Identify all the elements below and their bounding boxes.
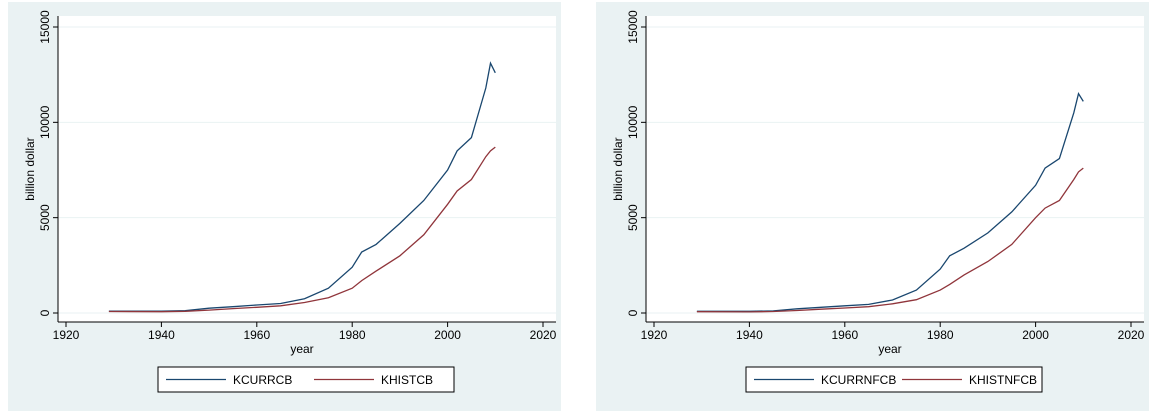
y-tick-label: 10000 (38, 105, 52, 139)
series-line (696, 167, 1084, 313)
x-axis-label: year (878, 342, 901, 356)
legend-label: KHISTCB (381, 373, 433, 387)
x-tick-label: 1980 (927, 328, 954, 342)
x-tick-label: 1940 (148, 328, 175, 342)
plot-area (646, 16, 1144, 322)
legend-label: KCURRNFCB (821, 373, 896, 387)
series-line (108, 146, 496, 313)
x-tick-label: 1980 (339, 328, 366, 342)
chart-panel: 0 5000 10000 15000 1920 1940 1960 1980 2000 2020 y… (596, 2, 1149, 411)
y-tick-label: 5000 (626, 204, 640, 231)
x-tick-label: 1940 (736, 328, 763, 342)
y-axis-label: billion dollar (23, 137, 37, 200)
series-line (696, 92, 1084, 312)
x-tick-label: 1920 (641, 328, 668, 342)
x-tick-label: 2020 (1118, 328, 1145, 342)
x-tick-label: 2000 (1022, 328, 1049, 342)
legend-box (745, 366, 1043, 393)
x-tick-label: 2020 (530, 328, 557, 342)
legend: KCURRCB KHISTCB (157, 366, 455, 393)
legend-label: KCURRCB (233, 373, 292, 387)
y-tick-label: 0 (626, 309, 640, 316)
y-tick-label: 15000 (38, 10, 52, 44)
x-tick-label: 1920 (53, 328, 80, 342)
legend-label: KHISTNFCB (969, 373, 1037, 387)
chart-panel: 0 5000 10000 15000 1920 1940 1960 1980 2000 2020 y… (8, 2, 561, 411)
legend: KCURRNFCB KHISTNFCB (745, 366, 1043, 393)
y-tick-label: 5000 (38, 204, 52, 231)
x-axis-label: year (290, 342, 313, 356)
y-axis-label: billion dollar (611, 137, 625, 200)
x-tick-label: 2000 (434, 328, 461, 342)
y-tick-label: 10000 (626, 105, 640, 139)
x-tick-label: 1960 (243, 328, 270, 342)
y-tick-label: 0 (38, 309, 52, 316)
series-line (108, 61, 496, 312)
plot-area (58, 16, 556, 322)
x-tick-label: 1960 (831, 328, 858, 342)
y-tick-label: 15000 (626, 10, 640, 44)
